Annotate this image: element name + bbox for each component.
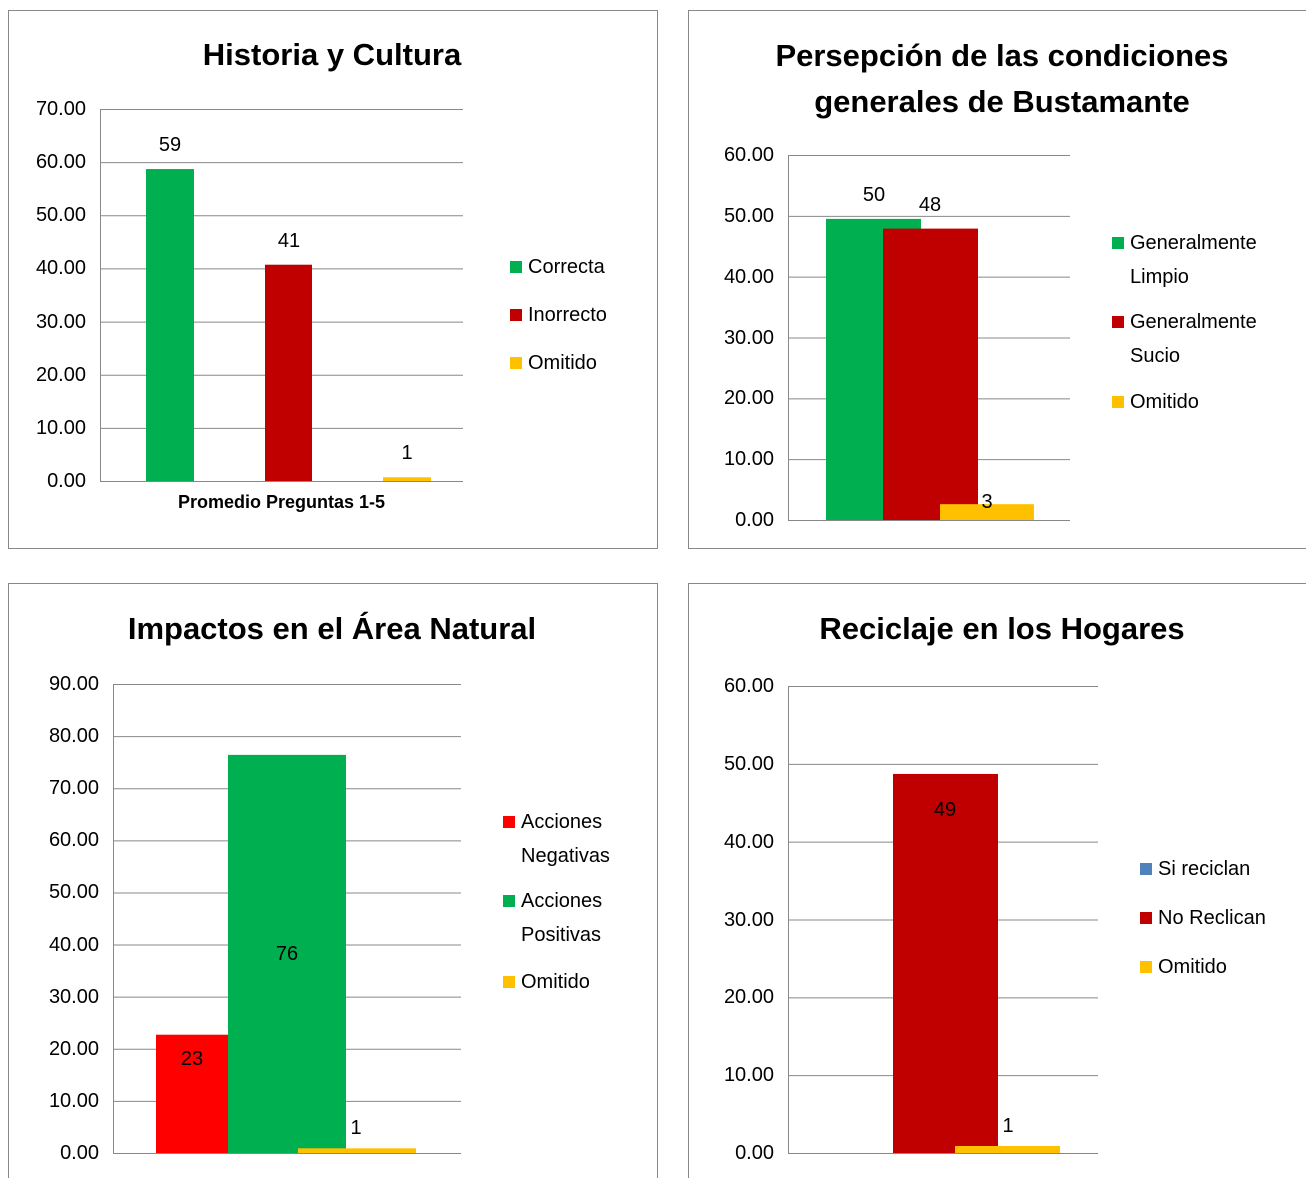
panel [688, 583, 1306, 1178]
legend-marker [1112, 237, 1124, 249]
y-tick-label: 20.00 [48, 1037, 99, 1060]
bar [383, 477, 431, 481]
y-tick-label: 40.00 [35, 257, 86, 280]
data-label: 1 [350, 1117, 362, 1140]
data-label: 59 [158, 134, 182, 157]
y-tick-label: 60.00 [723, 144, 774, 166]
y-tick-label: 80.00 [48, 725, 99, 748]
chart-title: Impactos en el Área Natural [127, 611, 537, 646]
legend-marker [1140, 961, 1152, 973]
data-label: 48 [918, 193, 942, 216]
y-tick-label: 0.00 [60, 1142, 99, 1164]
data-label: 50 [862, 183, 886, 206]
bar [298, 1148, 416, 1153]
y-tick-label: 30.00 [48, 985, 99, 1008]
y-tick-label: 0.00 [47, 470, 86, 492]
legend-marker [503, 976, 515, 988]
legend-label: Si reciclan [1158, 858, 1251, 880]
y-tick-label: 40.00 [723, 265, 774, 288]
data-label: 41 [277, 229, 301, 252]
legend-label: Omitido [528, 352, 597, 374]
legend-marker [510, 309, 522, 321]
panel [688, 10, 1306, 549]
y-tick-label: 50.00 [35, 204, 86, 227]
legend-marker [1112, 316, 1124, 328]
legend-marker [510, 357, 522, 369]
y-tick-label: 30.00 [723, 326, 774, 349]
y-tick-label: 70.00 [48, 777, 99, 800]
y-tick-label: 60.00 [48, 829, 99, 852]
x-tick-label: Promedio Preguntas 1-5 [177, 492, 386, 512]
data-label: 23 [180, 1047, 204, 1070]
legend-label: Generalmente Sucio [1130, 311, 1257, 367]
bar [146, 169, 194, 481]
data-label: 1 [1002, 1114, 1014, 1137]
legend-marker [503, 816, 515, 828]
legend-label: Generalmente Limpio [1130, 232, 1257, 288]
data-label: 76 [275, 942, 299, 965]
bar [893, 773, 998, 1153]
legend-label: Acciones Positivas [521, 890, 603, 946]
panel [8, 583, 658, 1178]
y-tick-label: 60.00 [723, 675, 774, 697]
y-tick-label: 0.00 [735, 1142, 774, 1164]
chart-title: Persepción de las condiciones generales … [775, 38, 1229, 119]
legend-marker [1112, 396, 1124, 408]
legend-marker [1140, 863, 1152, 875]
y-tick-label: 60.00 [35, 151, 86, 174]
bar [883, 228, 978, 520]
y-tick-label: 20.00 [35, 363, 86, 386]
chart-title: Reciclaje en los Hogares [819, 611, 1185, 646]
y-tick-label: 10.00 [723, 448, 774, 471]
data-label: 1 [401, 442, 413, 465]
bar [228, 754, 346, 1153]
panel [8, 10, 658, 549]
legend-marker [503, 895, 515, 907]
y-tick-label: 0.00 [735, 509, 774, 531]
y-tick-label: 30.00 [35, 310, 86, 333]
y-tick-label: 10.00 [35, 416, 86, 439]
y-tick-label: 20.00 [723, 387, 774, 410]
data-label: 3 [981, 491, 993, 514]
legend-label: No Reclican [1158, 907, 1266, 929]
legend-label: Correcta [528, 256, 605, 278]
y-tick-label: 50.00 [48, 881, 99, 904]
y-tick-label: 70.00 [35, 98, 86, 120]
bar [265, 264, 312, 481]
bar [940, 504, 1034, 520]
chart-title: Historia y Cultura [202, 37, 462, 72]
legend-label: Inorrecto [528, 304, 607, 326]
y-tick-label: 40.00 [723, 830, 774, 853]
y-tick-label: 10.00 [723, 1064, 774, 1087]
legend-marker [1140, 912, 1152, 924]
y-tick-label: 30.00 [723, 908, 774, 931]
y-tick-label: 40.00 [48, 933, 99, 956]
legend-label: Acciones Negativas [521, 811, 610, 867]
y-tick-label: 10.00 [48, 1089, 99, 1112]
data-label: 49 [933, 798, 957, 821]
legend-label: Omitido [1130, 391, 1199, 413]
y-tick-label: 50.00 [723, 752, 774, 775]
y-tick-label: 20.00 [723, 986, 774, 1009]
y-tick-label: 90.00 [48, 673, 99, 695]
legend-label: Omitido [521, 971, 590, 993]
bar [955, 1145, 1060, 1153]
legend-marker [510, 261, 522, 273]
y-tick-label: 50.00 [723, 204, 774, 227]
legend-label: Omitido [1158, 956, 1227, 978]
